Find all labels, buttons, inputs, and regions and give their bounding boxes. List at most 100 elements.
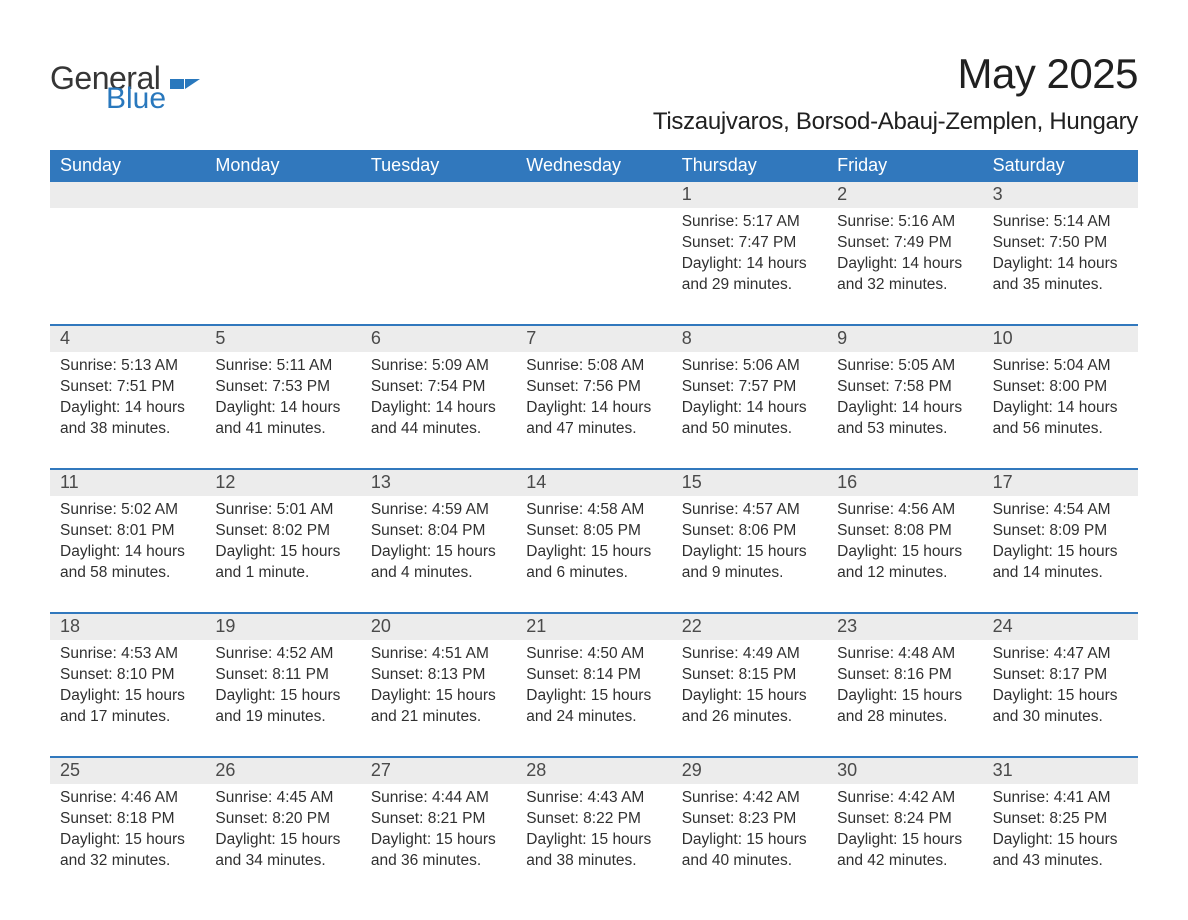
day-number: 7	[516, 326, 671, 352]
sunset-text: Sunset: 8:05 PM	[526, 521, 661, 542]
daylight-text: Daylight: 15 hours and 14 minutes.	[993, 542, 1128, 584]
day-cell: Sunrise: 4:46 AMSunset: 8:18 PMDaylight:…	[50, 784, 205, 880]
daylight-text: Daylight: 15 hours and 40 minutes.	[682, 830, 817, 872]
day-cell: Sunrise: 4:56 AMSunset: 8:08 PMDaylight:…	[827, 496, 982, 592]
day-cell: Sunrise: 5:16 AMSunset: 7:49 PMDaylight:…	[827, 208, 982, 304]
sunrise-text: Sunrise: 5:08 AM	[526, 356, 661, 377]
sunset-text: Sunset: 8:14 PM	[526, 665, 661, 686]
daylight-text: Daylight: 15 hours and 43 minutes.	[993, 830, 1128, 872]
week-content-row: Sunrise: 5:13 AMSunset: 7:51 PMDaylight:…	[50, 352, 1138, 448]
sunrise-text: Sunrise: 4:53 AM	[60, 644, 195, 665]
sunrise-text: Sunrise: 5:11 AM	[215, 356, 350, 377]
sunset-text: Sunset: 7:54 PM	[371, 377, 506, 398]
daylight-text: Daylight: 15 hours and 36 minutes.	[371, 830, 506, 872]
sunset-text: Sunset: 8:24 PM	[837, 809, 972, 830]
logo-flag-icon	[170, 79, 200, 101]
day-cell: Sunrise: 5:02 AMSunset: 8:01 PMDaylight:…	[50, 496, 205, 592]
day-cell: Sunrise: 4:58 AMSunset: 8:05 PMDaylight:…	[516, 496, 671, 592]
week-content-row: Sunrise: 4:53 AMSunset: 8:10 PM Daylight:…	[50, 640, 1138, 736]
sunset-text: Sunset: 7:57 PM	[682, 377, 817, 398]
daylight-text: Daylight: 15 hours and 6 minutes.	[526, 542, 661, 584]
daylight-text: Daylight: 15 hours and 32 minutes.	[60, 830, 195, 872]
day-cell: Sunrise: 4:52 AMSunset: 8:11 PMDaylight:…	[205, 640, 360, 736]
sunset-text: Sunset: 8:11 PM	[215, 665, 350, 686]
sunrise-text: Sunrise: 4:42 AM	[837, 788, 972, 809]
sunrise-text: Sunrise: 5:04 AM	[993, 356, 1128, 377]
sunset-text: Sunset: 8:00 PM	[993, 377, 1128, 398]
day-cell	[516, 208, 671, 304]
weekday-label: Wednesday	[516, 150, 671, 182]
logo-word-blue: Blue	[106, 85, 166, 112]
day-number	[516, 182, 671, 208]
day-number-row: 25262728293031	[50, 758, 1138, 784]
daylight-text: Daylight: 14 hours and 53 minutes.	[837, 398, 972, 440]
logo-text: General Blue	[50, 64, 166, 112]
day-cell: Sunrise: 5:14 AMSunset: 7:50 PMDaylight:…	[983, 208, 1138, 304]
title-block: May 2025 Tiszaujvaros, Borsod-Abauj-Zemp…	[653, 50, 1138, 136]
day-number: 27	[361, 758, 516, 784]
weekday-label: Tuesday	[361, 150, 516, 182]
day-number: 6	[361, 326, 516, 352]
sunset-text: Sunset: 8:17 PM	[993, 665, 1128, 686]
sunrise-text: Sunrise: 5:05 AM	[837, 356, 972, 377]
day-number-row: 123	[50, 182, 1138, 208]
day-cell: Sunrise: 4:54 AMSunset: 8:09 PMDaylight:…	[983, 496, 1138, 592]
day-number: 18	[50, 614, 205, 640]
sunset-text: Sunset: 8:10 PM	[60, 665, 195, 686]
day-number: 21	[516, 614, 671, 640]
daylight-text: Daylight: 15 hours and 34 minutes.	[215, 830, 350, 872]
day-number: 16	[827, 470, 982, 496]
day-cell: Sunrise: 4:47 AMSunset: 8:17 PMDaylight:…	[983, 640, 1138, 736]
sunset-text: Sunset: 8:01 PM	[60, 521, 195, 542]
sunrise-text: Sunrise: 4:44 AM	[371, 788, 506, 809]
day-number: 14	[516, 470, 671, 496]
daylight-text: Daylight: 15 hours and 42 minutes.	[837, 830, 972, 872]
daylight-text: Daylight: 14 hours and 56 minutes.	[993, 398, 1128, 440]
sunrise-text: Sunrise: 5:01 AM	[215, 500, 350, 521]
sunrise-text: Sunrise: 4:49 AM	[682, 644, 817, 665]
sunrise-text: Sunrise: 5:09 AM	[371, 356, 506, 377]
sunset-text: Sunset: 7:53 PM	[215, 377, 350, 398]
location-subtitle: Tiszaujvaros, Borsod-Abauj-Zemplen, Hung…	[653, 108, 1138, 136]
daylight-text: Daylight: 15 hours and 21 minutes.	[371, 686, 506, 728]
sunset-text: Sunset: 8:09 PM	[993, 521, 1128, 542]
day-cell: Sunrise: 4:48 AMSunset: 8:16 PMDaylight:…	[827, 640, 982, 736]
day-number: 19	[205, 614, 360, 640]
sunrise-text: Sunrise: 4:58 AM	[526, 500, 661, 521]
day-cell: Sunrise: 4:57 AMSunset: 8:06 PMDaylight:…	[672, 496, 827, 592]
day-cell: Sunrise: 4:49 AMSunset: 8:15 PMDaylight:…	[672, 640, 827, 736]
daylight-text: Daylight: 14 hours and 44 minutes.	[371, 398, 506, 440]
sunrise-text: Sunrise: 4:54 AM	[993, 500, 1128, 521]
sunrise-text: Sunrise: 4:50 AM	[526, 644, 661, 665]
day-number: 25	[50, 758, 205, 784]
day-cell: Sunrise: 4:43 AMSunset: 8:22 PMDaylight:…	[516, 784, 671, 880]
daylight-text: Daylight: 15 hours and 1 minute.	[215, 542, 350, 584]
sunset-text: Sunset: 8:20 PM	[215, 809, 350, 830]
day-cell: Sunrise: 4:50 AMSunset: 8:14 PMDaylight:…	[516, 640, 671, 736]
day-number-row: 45678910	[50, 326, 1138, 352]
sunset-text: Sunset: 8:21 PM	[371, 809, 506, 830]
daylight-text: Daylight: 14 hours and 47 minutes.	[526, 398, 661, 440]
day-cell: Sunrise: 4:45 AMSunset: 8:20 PMDaylight:…	[205, 784, 360, 880]
sunrise-text: Sunrise: 4:47 AM	[993, 644, 1128, 665]
sunset-text: Sunset: 8:16 PM	[837, 665, 972, 686]
page-title: May 2025	[653, 50, 1138, 98]
day-cell: Sunrise: 4:42 AMSunset: 8:23 PMDaylight:…	[672, 784, 827, 880]
daylight-text: Daylight: 14 hours and 35 minutes.	[993, 254, 1128, 296]
weekday-label: Saturday	[983, 150, 1138, 182]
week-content-row: Sunrise: 4:46 AMSunset: 8:18 PMDaylight:…	[50, 784, 1138, 880]
sunset-text: Sunset: 8:08 PM	[837, 521, 972, 542]
day-cell: Sunrise: 4:41 AMSunset: 8:25 PMDaylight:…	[983, 784, 1138, 880]
day-number: 3	[983, 182, 1138, 208]
day-cell: Sunrise: 5:05 AMSunset: 7:58 PMDaylight:…	[827, 352, 982, 448]
calendar: Sunday Monday Tuesday Wednesday Thursday…	[50, 150, 1138, 880]
sunrise-text: Sunrise: 4:59 AM	[371, 500, 506, 521]
weekday-label: Sunday	[50, 150, 205, 182]
day-cell: Sunrise: 5:06 AMSunset: 7:57 PMDaylight:…	[672, 352, 827, 448]
day-cell: Sunrise: 5:13 AMSunset: 7:51 PMDaylight:…	[50, 352, 205, 448]
daylight-text: Daylight: 15 hours and 38 minutes.	[526, 830, 661, 872]
daylight-text: Daylight: 15 hours and 19 minutes.	[215, 686, 350, 728]
day-number: 24	[983, 614, 1138, 640]
sunset-text: Sunset: 8:04 PM	[371, 521, 506, 542]
daylight-text: Daylight: 15 hours and 26 minutes.	[682, 686, 817, 728]
